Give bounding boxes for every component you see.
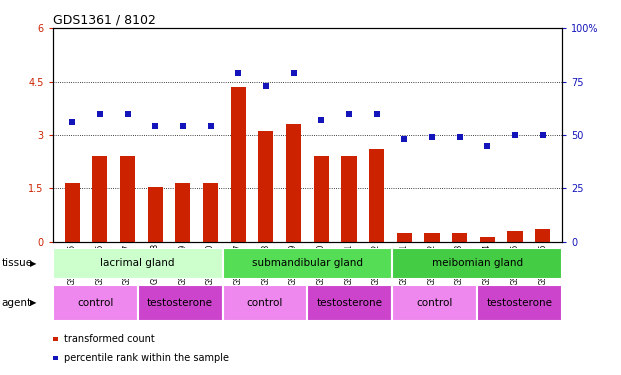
Bar bbox=[175, 183, 191, 242]
Point bbox=[150, 123, 160, 129]
Bar bbox=[65, 183, 79, 242]
Point bbox=[122, 111, 132, 117]
Text: control: control bbox=[247, 298, 283, 308]
Text: tissue: tissue bbox=[1, 258, 32, 268]
Bar bbox=[148, 187, 163, 242]
Bar bbox=[452, 233, 467, 242]
Text: transformed count: transformed count bbox=[64, 334, 155, 344]
Bar bbox=[307, 285, 392, 321]
Text: lacrimal gland: lacrimal gland bbox=[101, 258, 175, 268]
Text: GDS1361 / 8102: GDS1361 / 8102 bbox=[53, 13, 156, 26]
Point bbox=[67, 119, 77, 125]
Text: submandibular gland: submandibular gland bbox=[252, 258, 363, 268]
Text: agent: agent bbox=[1, 298, 32, 308]
Point bbox=[399, 136, 409, 142]
Bar bbox=[93, 156, 107, 242]
Bar bbox=[258, 132, 273, 242]
Point bbox=[289, 70, 299, 76]
Text: testosterone: testosterone bbox=[317, 298, 383, 308]
Text: control: control bbox=[77, 298, 114, 308]
Point bbox=[455, 134, 465, 140]
Bar bbox=[203, 183, 218, 242]
Bar bbox=[230, 87, 246, 242]
Bar bbox=[535, 230, 550, 242]
Text: ▶: ▶ bbox=[30, 298, 36, 307]
Bar bbox=[222, 248, 392, 279]
Point bbox=[178, 123, 188, 129]
Bar bbox=[120, 156, 135, 242]
Bar bbox=[138, 285, 222, 321]
Point bbox=[316, 117, 326, 123]
Point bbox=[538, 132, 548, 138]
Bar bbox=[53, 285, 138, 321]
Text: control: control bbox=[417, 298, 453, 308]
Point bbox=[483, 143, 492, 149]
Point bbox=[261, 83, 271, 89]
Bar bbox=[369, 149, 384, 242]
Point bbox=[233, 70, 243, 76]
Bar bbox=[314, 156, 329, 242]
Point bbox=[510, 132, 520, 138]
Text: testosterone: testosterone bbox=[147, 298, 213, 308]
Bar bbox=[392, 248, 562, 279]
Bar bbox=[397, 233, 412, 242]
Point bbox=[371, 111, 381, 117]
Text: ▶: ▶ bbox=[30, 259, 36, 268]
Bar bbox=[477, 285, 562, 321]
Bar bbox=[342, 156, 356, 242]
Point bbox=[427, 134, 437, 140]
Text: testosterone: testosterone bbox=[487, 298, 553, 308]
Bar bbox=[424, 233, 440, 242]
Bar bbox=[286, 124, 301, 242]
Text: meibomian gland: meibomian gland bbox=[432, 258, 523, 268]
Text: percentile rank within the sample: percentile rank within the sample bbox=[64, 353, 229, 363]
Bar bbox=[392, 285, 477, 321]
Bar bbox=[479, 237, 495, 242]
Point bbox=[95, 111, 105, 117]
Point bbox=[344, 111, 354, 117]
Point bbox=[206, 123, 215, 129]
Bar bbox=[222, 285, 307, 321]
Bar bbox=[507, 231, 522, 242]
Bar bbox=[53, 248, 222, 279]
